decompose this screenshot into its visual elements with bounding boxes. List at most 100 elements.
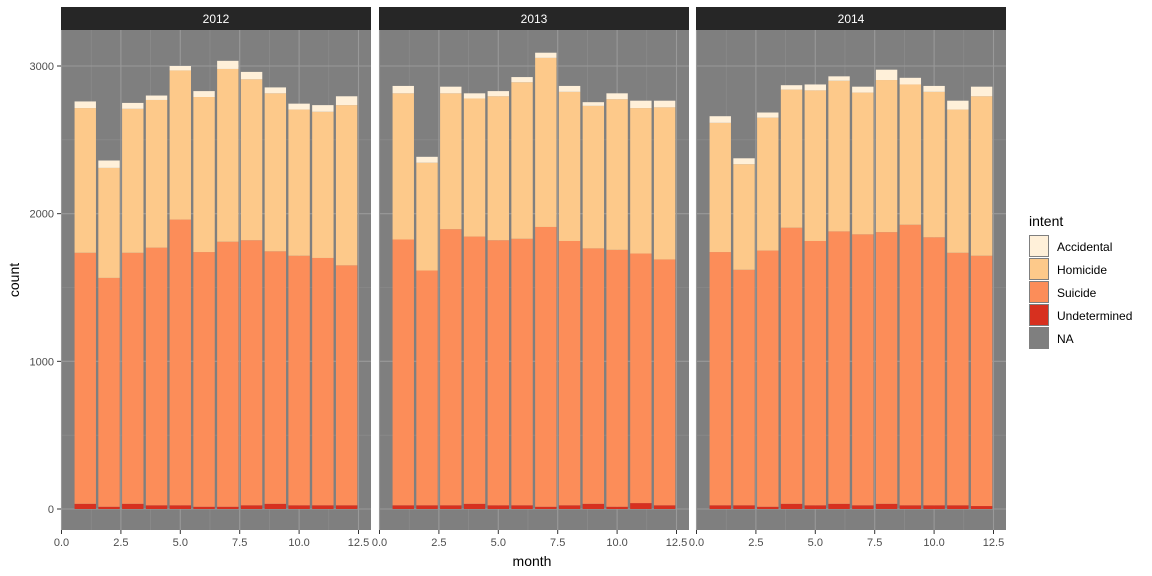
y-tick-label: 3000 bbox=[30, 61, 54, 73]
bar-undetermined-2012-m12 bbox=[335, 505, 358, 509]
bar-undetermined-2014-m2 bbox=[733, 505, 755, 509]
legend-label: Undetermined bbox=[1057, 309, 1132, 323]
bar-undetermined-2013-m6 bbox=[511, 505, 533, 509]
bar-suicide-2012-m5 bbox=[169, 219, 191, 506]
bar-accidental-2012-m9 bbox=[264, 87, 287, 94]
x-tick-label: 10.0 bbox=[606, 537, 627, 549]
x-tick-label: 12.5 bbox=[666, 537, 687, 549]
bar-homicide-2012-m5 bbox=[169, 70, 191, 220]
bar-undetermined-2012-m10 bbox=[288, 505, 310, 509]
x-tick-label: 5.0 bbox=[491, 537, 506, 549]
bar-homicide-2014-m12 bbox=[970, 96, 993, 256]
facet-strip bbox=[61, 7, 371, 30]
bar-suicide-2013-m12 bbox=[653, 259, 676, 506]
bar-suicide-2012-m3 bbox=[122, 252, 144, 504]
bar-homicide-2014-m1 bbox=[709, 122, 731, 253]
bar-suicide-2013-m7 bbox=[535, 226, 557, 507]
legend-swatch bbox=[1029, 235, 1049, 257]
bar-undetermined-2013-m8 bbox=[558, 505, 581, 509]
x-tick-label: 7.5 bbox=[867, 537, 882, 549]
panel-2013: 2013 bbox=[378, 7, 689, 530]
x-tick-label: 7.5 bbox=[232, 537, 247, 549]
bar-homicide-2012-m8 bbox=[240, 79, 263, 241]
x-tick-label: 2.5 bbox=[431, 537, 446, 549]
bar-homicide-2014-m5 bbox=[804, 90, 826, 241]
bar-suicide-2012-m10 bbox=[288, 255, 310, 506]
bar-accidental-2014-m12 bbox=[970, 86, 993, 97]
bar-accidental-2013-m9 bbox=[582, 102, 605, 106]
bar-undetermined-2014-m7 bbox=[852, 505, 874, 509]
panel-2014: 2014 bbox=[695, 7, 1006, 530]
bar-accidental-2012-m11 bbox=[312, 105, 334, 112]
x-tick-label: 0.0 bbox=[689, 537, 704, 549]
bar-undetermined-2014-m5 bbox=[804, 505, 826, 509]
bar-suicide-2013-m9 bbox=[582, 248, 605, 504]
bar-homicide-2013-m6 bbox=[511, 82, 533, 239]
bar-homicide-2012-m10 bbox=[288, 109, 310, 256]
bar-accidental-2014-m1 bbox=[709, 116, 731, 123]
bar-accidental-2012-m8 bbox=[240, 71, 263, 80]
bar-suicide-2013-m10 bbox=[606, 249, 628, 507]
bar-suicide-2013-m2 bbox=[416, 270, 438, 506]
y-tick-label: 1000 bbox=[30, 356, 54, 368]
bar-homicide-2014-m9 bbox=[899, 84, 922, 225]
legend-label: Suicide bbox=[1057, 286, 1097, 300]
bar-suicide-2012-m7 bbox=[217, 241, 239, 507]
bar-undetermined-2014-m12 bbox=[970, 506, 993, 509]
bar-suicide-2014-m2 bbox=[733, 269, 755, 506]
bar-accidental-2014-m10 bbox=[923, 85, 945, 92]
legend-label: Accidental bbox=[1057, 240, 1112, 254]
bar-accidental-2013-m3 bbox=[440, 86, 462, 94]
bar-accidental-2012-m1 bbox=[74, 101, 96, 109]
bar-accidental-2012-m4 bbox=[145, 95, 168, 100]
bar-undetermined-2014-m6 bbox=[828, 503, 850, 509]
bar-accidental-2012-m10 bbox=[288, 103, 310, 110]
bar-undetermined-2012-m6 bbox=[193, 506, 215, 509]
bar-homicide-2012-m9 bbox=[264, 93, 287, 252]
bar-accidental-2013-m7 bbox=[535, 52, 557, 58]
bar-accidental-2013-m6 bbox=[511, 77, 533, 83]
bar-suicide-2013-m6 bbox=[511, 238, 533, 506]
bar-accidental-2014-m9 bbox=[899, 77, 922, 85]
bar-suicide-2014-m3 bbox=[757, 250, 779, 507]
x-tick-label: 0.0 bbox=[372, 537, 387, 549]
bar-suicide-2012-m4 bbox=[145, 247, 168, 506]
bar-homicide-2014-m8 bbox=[875, 80, 898, 233]
bar-accidental-2013-m8 bbox=[558, 85, 581, 92]
bar-suicide-2013-m11 bbox=[630, 253, 652, 504]
bar-accidental-2012-m3 bbox=[122, 102, 144, 109]
legend-label: NA bbox=[1057, 332, 1074, 346]
bar-accidental-2014-m7 bbox=[852, 86, 874, 93]
bar-accidental-2014-m4 bbox=[780, 85, 803, 90]
bar-homicide-2013-m10 bbox=[606, 99, 628, 250]
x-tick-label: 12.5 bbox=[348, 537, 369, 549]
bar-suicide-2014-m12 bbox=[970, 255, 993, 507]
bar-suicide-2012-m1 bbox=[74, 252, 96, 504]
facet-strip-label: 2014 bbox=[838, 12, 865, 26]
facet-strip bbox=[379, 7, 689, 30]
legend-title: intent bbox=[1029, 213, 1063, 229]
x-axis-2012: 0.0 2.5 5.0 7.5 10.0 12.5 bbox=[54, 530, 369, 549]
y-tick-label: 2000 bbox=[30, 209, 54, 221]
bar-homicide-2012-m3 bbox=[122, 108, 144, 253]
facet-strip bbox=[696, 7, 1006, 30]
bar-undetermined-2013-m10 bbox=[606, 506, 628, 509]
bar-homicide-2012-m4 bbox=[145, 99, 168, 248]
bar-undetermined-2012-m3 bbox=[122, 503, 144, 509]
bar-accidental-2013-m12 bbox=[653, 100, 676, 108]
bar-undetermined-2013-m3 bbox=[440, 505, 462, 509]
legend-item-suicide: Suicide bbox=[1029, 281, 1097, 303]
legend-swatch bbox=[1029, 258, 1049, 280]
bar-suicide-2012-m9 bbox=[264, 251, 287, 504]
bar-undetermined-2013-m1 bbox=[392, 505, 414, 509]
legend-swatch bbox=[1029, 304, 1049, 326]
bar-homicide-2013-m11 bbox=[630, 108, 652, 254]
bar-accidental-2013-m11 bbox=[630, 100, 652, 109]
bar-accidental-2012-m2 bbox=[98, 160, 120, 168]
bar-homicide-2012-m11 bbox=[312, 111, 334, 258]
legend: intent Accidental Homicide Suicide Undeterm… bbox=[1029, 213, 1132, 349]
bar-homicide-2014-m11 bbox=[947, 109, 969, 253]
bar-accidental-2013-m2 bbox=[416, 156, 438, 163]
bar-homicide-2013-m9 bbox=[582, 105, 605, 249]
